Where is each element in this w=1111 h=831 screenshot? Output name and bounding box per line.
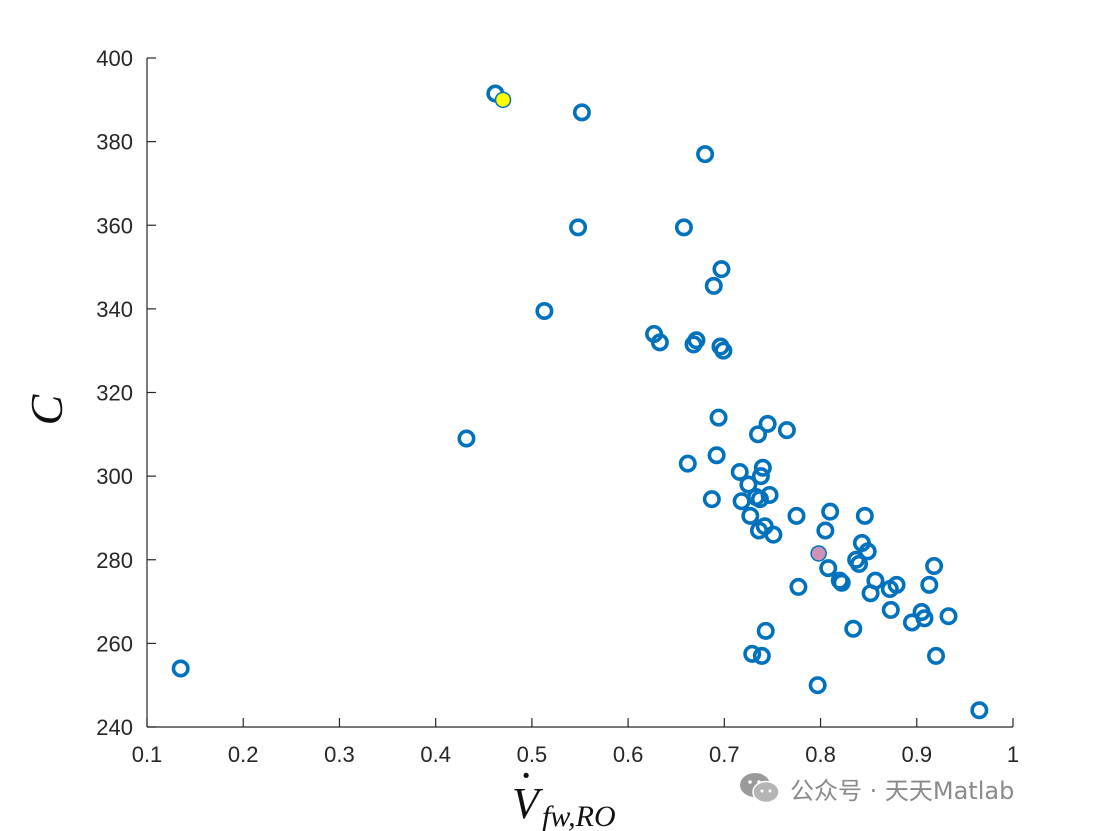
- x-tick-label: 0.6: [613, 742, 644, 767]
- data-point: [750, 490, 769, 509]
- data-point: [741, 506, 760, 525]
- x-tick-label: 1: [1007, 742, 1019, 767]
- y-tick-label: 320: [96, 381, 133, 406]
- data-point: [749, 425, 768, 444]
- data-point: [816, 521, 835, 540]
- data-point: [925, 557, 944, 576]
- data-point: [709, 408, 728, 427]
- y-tick-label: 400: [96, 46, 133, 71]
- data-point: [832, 573, 851, 592]
- data-point: [732, 492, 751, 511]
- data-point: [789, 577, 808, 596]
- x-tick-label: 0.4: [420, 742, 451, 767]
- data-point: [171, 659, 190, 678]
- data-point: [678, 454, 697, 473]
- y-tick-label: 340: [96, 297, 133, 322]
- data-point: [777, 421, 796, 440]
- data-point: [821, 502, 840, 521]
- data-point: [764, 525, 783, 544]
- y-tick-label: 300: [96, 464, 133, 489]
- data-point: [858, 542, 877, 561]
- data-point: [787, 506, 806, 525]
- tick-labels: 0.1 0.2 0.3 0.4 0.5 0.6 0.7 0.8 0.9 1 240 260 280 300…: [96, 46, 1019, 767]
- data-point: [714, 341, 733, 360]
- data-point: [572, 103, 591, 122]
- data-point: [702, 490, 721, 509]
- y-tick-label: 280: [96, 548, 133, 573]
- data-point: [743, 644, 762, 663]
- x-axis-label-subscript: fw,RO: [542, 800, 616, 831]
- data-point: [939, 607, 958, 626]
- watermark-text: 公众号 · 天天Matlab: [790, 776, 1015, 805]
- data-point: [881, 600, 900, 619]
- data-point: [850, 554, 869, 573]
- data-point: [707, 446, 726, 465]
- data-point: [696, 145, 715, 164]
- data-point: [927, 646, 946, 665]
- data-point: [970, 701, 989, 720]
- data-point: [457, 429, 476, 448]
- data-point: [866, 571, 885, 590]
- highlighted-point: [810, 545, 827, 562]
- data-point: [753, 458, 772, 477]
- data-point: [887, 575, 906, 594]
- data-point: [752, 646, 771, 665]
- data-point: [915, 609, 934, 628]
- data-point: [855, 506, 874, 525]
- data-point: [687, 331, 706, 350]
- y-tick-label: 360: [96, 213, 133, 238]
- wechat-icon: [740, 773, 780, 804]
- data-point: [730, 462, 749, 481]
- y-axis-label: C: [21, 393, 72, 425]
- data-point: [758, 414, 777, 433]
- y-tick-label: 240: [96, 715, 133, 740]
- data-point: [920, 575, 939, 594]
- data-point: [535, 301, 554, 320]
- watermark: 公众号 · 天天Matlab: [738, 768, 1014, 808]
- data-point: [674, 218, 693, 237]
- y-tick-label: 260: [96, 631, 133, 656]
- x-axis-label-dot: ·: [520, 751, 531, 800]
- x-tick-label: 0.2: [228, 742, 259, 767]
- x-tick-label: 0.1: [132, 742, 163, 767]
- tick-marks: [146, 57, 1014, 728]
- axes: [146, 58, 1013, 728]
- highlighted-point: [494, 91, 512, 109]
- x-tick-label: 0.5: [517, 742, 548, 767]
- data-point: [819, 559, 838, 578]
- data-point: [808, 676, 827, 695]
- data-point: [756, 621, 775, 640]
- data-point: [569, 218, 588, 237]
- x-tick-label: 0.8: [805, 742, 836, 767]
- x-tick-label: 0.9: [901, 742, 932, 767]
- data-point: [704, 276, 723, 295]
- x-axis-label-main: V: [512, 779, 544, 828]
- data-point: [712, 260, 731, 279]
- x-tick-label: 0.3: [324, 742, 355, 767]
- x-tick-label: 0.7: [709, 742, 740, 767]
- data-points: [171, 84, 989, 720]
- data-point: [751, 467, 770, 486]
- data-point: [739, 475, 758, 494]
- data-point: [760, 485, 779, 504]
- y-tick-label: 380: [96, 130, 133, 155]
- x-axis-label: V · fw,RO: [512, 751, 616, 831]
- data-point: [650, 333, 669, 352]
- data-point: [844, 619, 863, 638]
